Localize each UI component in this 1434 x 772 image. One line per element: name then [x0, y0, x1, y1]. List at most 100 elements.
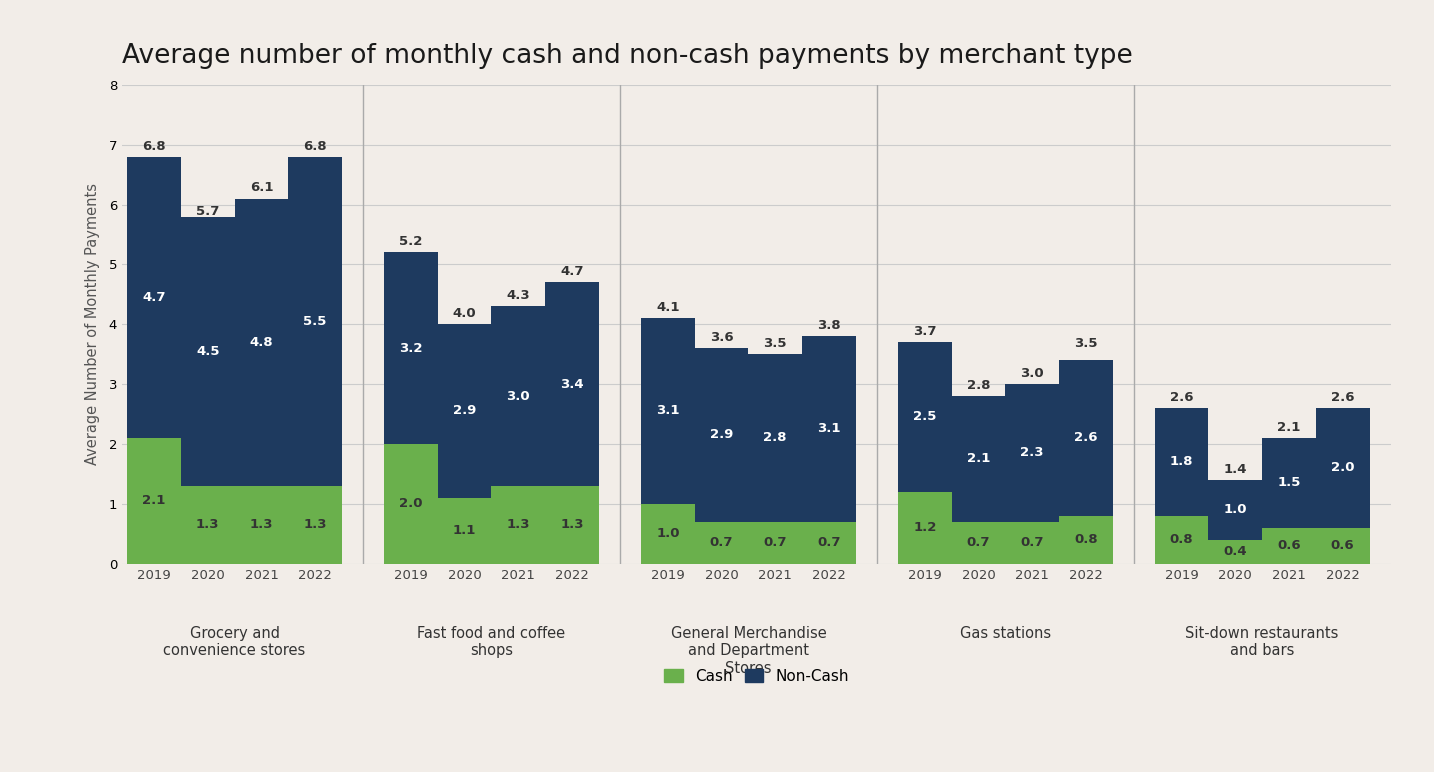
Text: 3.2: 3.2	[399, 342, 423, 354]
Bar	[1262, 438, 1316, 528]
Text: 0.7: 0.7	[710, 536, 733, 549]
Legend: Cash, Non-Cash: Cash, Non-Cash	[658, 662, 855, 690]
Text: 1.0: 1.0	[657, 527, 680, 540]
Bar	[952, 522, 1005, 564]
Text: 3.5: 3.5	[763, 337, 787, 350]
Bar	[694, 348, 749, 522]
Bar	[1316, 408, 1369, 528]
Bar	[898, 492, 952, 564]
Text: 2.6: 2.6	[1074, 432, 1097, 445]
Text: 1.5: 1.5	[1278, 476, 1301, 489]
Bar	[235, 486, 288, 564]
Text: 5.5: 5.5	[304, 315, 327, 328]
Bar	[492, 486, 545, 564]
Text: 0.8: 0.8	[1074, 533, 1097, 546]
Text: 3.0: 3.0	[1021, 367, 1044, 380]
Text: 2.9: 2.9	[453, 405, 476, 418]
Text: 0.7: 0.7	[817, 536, 840, 549]
Bar	[181, 216, 235, 486]
Text: 4.3: 4.3	[506, 289, 531, 302]
Text: 2.9: 2.9	[710, 428, 733, 442]
Text: 3.8: 3.8	[817, 319, 840, 332]
Bar	[802, 522, 856, 564]
Text: 1.3: 1.3	[196, 518, 219, 531]
Text: 0.8: 0.8	[1170, 533, 1193, 546]
Text: 6.8: 6.8	[142, 140, 166, 153]
Bar	[1209, 479, 1262, 540]
Bar	[288, 486, 341, 564]
Text: 2.1: 2.1	[967, 452, 989, 466]
Text: 4.7: 4.7	[561, 265, 584, 278]
Text: 2.6: 2.6	[1331, 391, 1355, 404]
Text: 2.5: 2.5	[913, 411, 936, 424]
Bar	[288, 157, 341, 486]
Text: 2.1: 2.1	[1278, 421, 1301, 434]
Bar	[1005, 522, 1058, 564]
Text: 1.3: 1.3	[304, 518, 327, 531]
Bar	[181, 486, 235, 564]
Text: 3.4: 3.4	[561, 378, 584, 391]
Text: 2.8: 2.8	[967, 379, 991, 392]
Text: 6.8: 6.8	[304, 140, 327, 153]
Text: 2.0: 2.0	[399, 497, 423, 510]
Text: 3.6: 3.6	[710, 331, 733, 344]
Text: Sit-down restaurants
and bars: Sit-down restaurants and bars	[1186, 626, 1339, 659]
Bar	[694, 522, 749, 564]
Text: 3.5: 3.5	[1074, 337, 1097, 350]
Text: 1.3: 1.3	[506, 518, 531, 531]
Text: 0.6: 0.6	[1278, 539, 1301, 552]
Text: 3.1: 3.1	[817, 422, 840, 435]
Bar	[641, 318, 694, 503]
Text: 0.4: 0.4	[1223, 545, 1248, 558]
Text: 1.2: 1.2	[913, 521, 936, 534]
Bar	[1154, 516, 1209, 564]
Text: 1.3: 1.3	[250, 518, 274, 531]
Text: 2.8: 2.8	[763, 432, 787, 445]
Text: 5.7: 5.7	[196, 205, 219, 218]
Bar	[1316, 528, 1369, 564]
Bar	[802, 337, 856, 522]
Text: 1.8: 1.8	[1170, 455, 1193, 469]
Text: 4.7: 4.7	[142, 291, 166, 304]
Bar	[1005, 384, 1058, 522]
Bar	[749, 354, 802, 522]
Text: 3.0: 3.0	[506, 390, 531, 402]
Bar	[1058, 360, 1113, 516]
Bar	[1262, 528, 1316, 564]
Text: 1.1: 1.1	[453, 524, 476, 537]
Bar	[128, 438, 181, 564]
Bar	[545, 486, 599, 564]
Y-axis label: Average Number of Monthly Payments: Average Number of Monthly Payments	[85, 183, 100, 466]
Text: Fast food and coffee
shops: Fast food and coffee shops	[417, 626, 565, 659]
Text: General Merchandise
and Department
Stores: General Merchandise and Department Store…	[671, 626, 826, 676]
Text: 4.0: 4.0	[453, 307, 476, 320]
Bar	[952, 396, 1005, 522]
Bar	[437, 324, 492, 498]
Text: 3.1: 3.1	[657, 405, 680, 418]
Text: 2.1: 2.1	[142, 494, 166, 507]
Text: 1.4: 1.4	[1223, 462, 1248, 476]
Text: 0.7: 0.7	[1021, 536, 1044, 549]
Bar	[384, 252, 437, 444]
Text: 2.6: 2.6	[1170, 391, 1193, 404]
Text: Grocery and
convenience stores: Grocery and convenience stores	[163, 626, 305, 659]
Text: 5.2: 5.2	[399, 235, 423, 249]
Bar	[749, 522, 802, 564]
Bar	[1058, 516, 1113, 564]
Text: 1.3: 1.3	[561, 518, 584, 531]
Text: Average number of monthly cash and non-cash payments by merchant type: Average number of monthly cash and non-c…	[122, 42, 1133, 69]
Bar	[641, 503, 694, 564]
Bar	[1209, 540, 1262, 564]
Text: 3.7: 3.7	[913, 325, 936, 338]
Bar	[545, 283, 599, 486]
Text: 4.1: 4.1	[657, 301, 680, 314]
Bar	[384, 444, 437, 564]
Text: 4.5: 4.5	[196, 344, 219, 357]
Bar	[235, 198, 288, 486]
Text: Gas stations: Gas stations	[959, 626, 1051, 641]
Text: 6.1: 6.1	[250, 181, 274, 195]
Text: 4.8: 4.8	[250, 336, 274, 349]
Bar	[437, 498, 492, 564]
Text: 2.3: 2.3	[1021, 446, 1044, 459]
Text: 1.0: 1.0	[1223, 503, 1248, 516]
